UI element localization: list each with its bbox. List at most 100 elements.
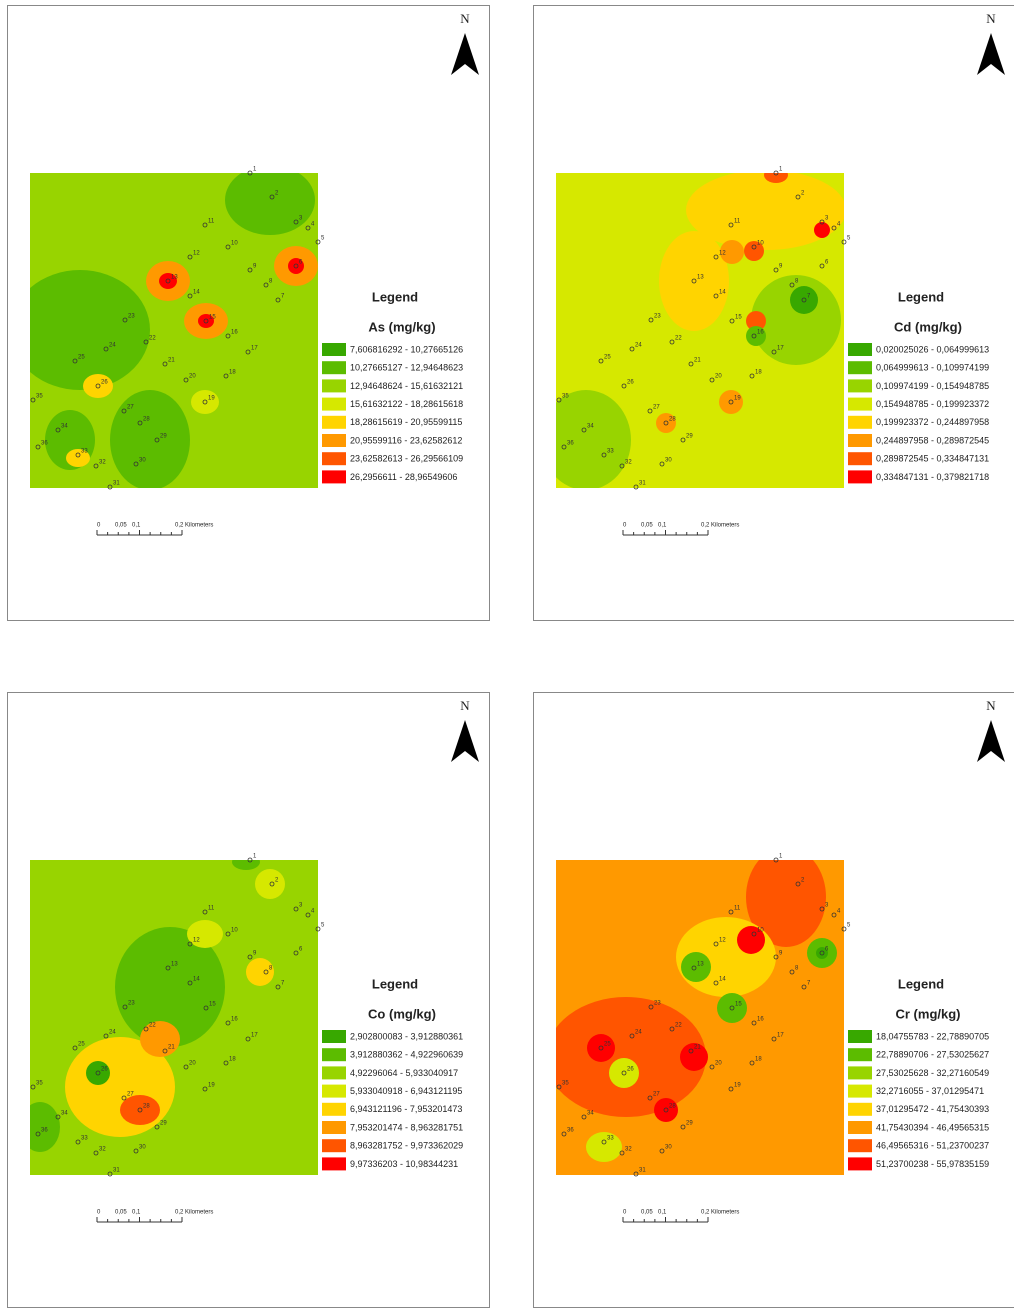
legend-swatch [322,1030,346,1043]
sample-label: 36 [567,1128,574,1134]
sample-label: 22 [675,336,682,342]
sample-label: 33 [81,1136,88,1142]
legend-swatch [848,1157,872,1170]
sample-label: 30 [665,1145,672,1151]
scale-label: 0 [623,523,627,529]
concentration-zone [790,286,818,314]
sample-label: 32 [625,1147,632,1153]
legend-swatch [848,1066,872,1079]
sample-label: 18 [755,1057,762,1063]
concentration-zone [246,958,274,986]
sample-label: 34 [587,424,594,430]
legend-class: 0,244897958 - 0,289872545 [876,435,989,445]
legend-swatch [322,1139,346,1152]
north-label: N [986,698,996,713]
concentration-zone [586,1132,622,1162]
legend-class: 18,04755783 - 22,78890705 [876,1031,989,1041]
legend-class: 9,97336203 - 10,98344231 [350,1159,458,1169]
sample-label: 33 [607,1136,614,1142]
sample-label: 31 [113,1168,120,1174]
legend-class: 27,53025628 - 32,27160549 [876,1068,989,1078]
legend-variable: As (mg/kg) [368,319,435,334]
sample-label: 36 [41,441,48,447]
sample-label: 10 [757,928,764,934]
sample-label: 34 [61,1111,68,1117]
sample-label: 18 [229,1057,236,1063]
legend-swatch [848,434,872,447]
sample-label: 22 [149,1023,156,1029]
sample-label: 24 [635,343,642,349]
legend-variable: Cd (mg/kg) [894,319,962,334]
sample-label: 35 [36,1081,43,1087]
legend-variable: Co (mg/kg) [368,1006,436,1021]
concentration-zone [187,920,223,948]
legend-class: 2,902800083 - 3,912880361 [350,1031,463,1041]
sample-label: 20 [189,1061,196,1067]
legend-swatch [322,343,346,356]
sample-label: 32 [99,460,106,466]
sample-label: 27 [127,1092,134,1098]
legend-swatch [848,361,872,374]
sample-label: 15 [209,1002,216,1008]
sample-label: 16 [231,330,238,336]
north-label: N [460,11,470,26]
legend-class: 12,94648624 - 15,61632121 [350,381,463,391]
concentration-zone [659,231,729,331]
sample-label: 5 [847,236,851,242]
legend-swatch [322,1048,346,1061]
sample-label: 31 [639,1168,646,1174]
sample-label: 13 [697,275,704,281]
sample-label: 35 [562,1081,569,1087]
scale-label: 0,05 [641,1210,653,1216]
legend-class: 20,95599116 - 23,62582612 [350,435,462,445]
sample-label: 24 [109,343,116,349]
legend-class: 22,78890706 - 27,53025627 [876,1050,989,1060]
scale-label: 0,2 Kilometers [175,1210,213,1216]
sample-label: 14 [719,290,726,296]
concentration-zone [717,993,747,1023]
sample-label: 26 [101,1067,108,1073]
north-arrow [451,33,479,75]
concentration-zone [609,1058,639,1088]
sample-label: 33 [607,449,614,455]
sample-label: 25 [604,355,611,361]
sample-label: 15 [735,315,742,321]
sample-label: 29 [160,1121,167,1127]
sample-label: 32 [625,460,632,466]
legend-class: 0,289872545 - 0,334847131 [876,454,989,464]
scale-label: 0,05 [641,523,653,529]
sample-label: 22 [149,336,156,342]
sample-label: 23 [128,314,135,320]
legend-title: Legend [372,976,418,991]
concentration-zone [86,1061,110,1085]
sample-label: 16 [757,330,764,336]
sample-label: 23 [654,1001,661,1007]
sample-label: 27 [653,405,660,411]
sample-label: 17 [251,1033,258,1039]
sample-label: 33 [81,449,88,455]
legend-swatch [848,398,872,411]
legend-swatch [322,1121,346,1134]
sample-label: 28 [669,417,676,423]
legend-variable: Cr (mg/kg) [896,1006,961,1021]
legend-class: 23,62582613 - 26,29566109 [350,454,463,464]
sample-label: 21 [168,1045,175,1051]
legend-class: 46,49565316 - 51,23700237 [876,1141,989,1151]
map-area [541,167,846,490]
legend-title: Legend [898,976,944,991]
legend-class: 7,606816292 - 10,27665126 [350,344,463,354]
sample-label: 36 [567,441,574,447]
sample-label: 14 [719,977,726,983]
sample-label: 13 [697,962,704,968]
sample-label: 10 [231,241,238,247]
legend-class: 0,020025026 - 0,064999613 [876,344,989,354]
legend-class: 6,943121196 - 7,953201473 [350,1104,462,1114]
sample-label: 19 [734,1083,741,1089]
concentration-zone [541,390,631,490]
map-area [20,854,318,1175]
legend-class: 0,109974199 - 0,154948785 [876,381,989,391]
north-label: N [986,11,996,26]
sample-label: 28 [143,417,150,423]
sample-label: 1 [253,167,257,173]
sample-label: 28 [143,1104,150,1110]
